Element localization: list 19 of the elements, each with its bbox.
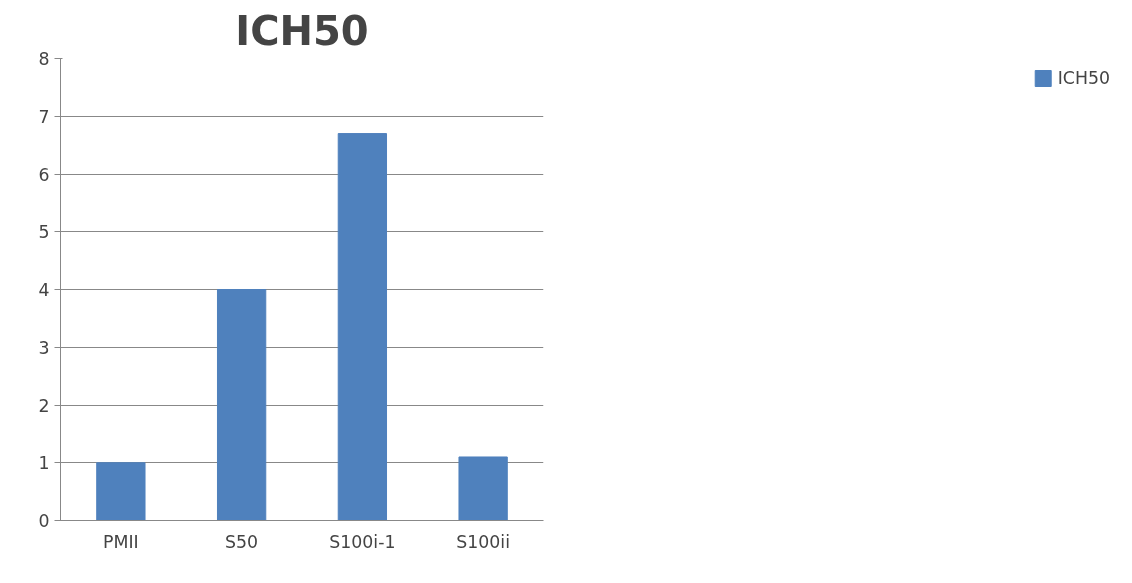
bar (216, 289, 267, 521)
y-tick-label: 4 (38, 280, 50, 300)
x-tick-label: PMII (103, 531, 139, 552)
x-tick-label: S100ii (456, 531, 510, 552)
y-tick-label: 7 (38, 106, 50, 127)
bar (458, 456, 508, 521)
y-tick-label: 6 (38, 164, 50, 185)
x-tick-label: S100i-1 (329, 531, 396, 552)
y-tick-label: 3 (38, 337, 50, 358)
bar (96, 462, 146, 521)
y-tick-label: 1 (38, 453, 50, 474)
x-tick-label: S50 (225, 531, 259, 552)
chart-title: ICH50 (235, 7, 369, 54)
y-tick-label: 8 (38, 49, 50, 69)
y-tick-label: 0 (38, 511, 50, 531)
legend-label: ICH50 (1057, 68, 1110, 88)
bar (337, 133, 388, 521)
y-tick-label: 5 (38, 222, 50, 243)
y-tick-label: 2 (38, 395, 50, 416)
